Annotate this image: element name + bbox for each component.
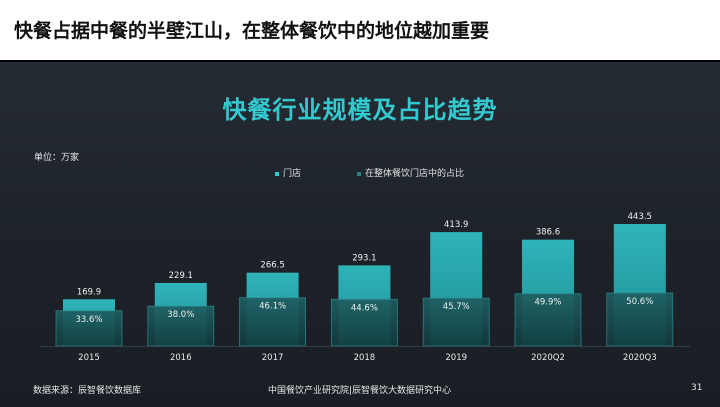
share-bar-2015 xyxy=(55,310,123,347)
legend-label-share: 在整体餐饮门店中的占比 xyxy=(365,169,465,179)
store-value-label-2020Q2: 386.6 xyxy=(536,228,560,238)
x-tick-label-2019: 2019 xyxy=(445,353,467,363)
store-value-label-2017: 266.5 xyxy=(260,261,284,271)
share-value-label-2018: 44.6% xyxy=(351,303,378,313)
legend-item-share: 在整体餐饮门店中的占比 xyxy=(357,166,464,179)
share-bar-2016 xyxy=(147,305,215,347)
store-value-label-2020Q3: 443.5 xyxy=(628,212,652,222)
legend-item-stores: 门店 xyxy=(275,166,301,179)
page-number: 31 xyxy=(691,383,703,393)
header-bar: 快餐占据中餐的半壁江山，在整体餐饮中的地位越加重要 xyxy=(0,0,720,62)
x-tick-label-2018: 2018 xyxy=(354,353,376,363)
store-value-label-2019: 413.9 xyxy=(444,220,468,230)
share-value-label-2019: 45.7% xyxy=(443,302,470,312)
data-source: 数据来源：辰智餐饮数据库 xyxy=(33,386,142,396)
x-tick-label-2016: 2016 xyxy=(170,353,192,363)
share-bar-2018 xyxy=(330,298,398,347)
legend-swatch-share xyxy=(357,171,361,176)
unit-label: 单位：万家 xyxy=(34,153,80,163)
store-value-label-2015: 169.9 xyxy=(77,287,101,297)
share-value-label-2015: 33.6% xyxy=(75,315,102,325)
share-value-label-2020Q3: 50.6% xyxy=(626,297,653,307)
share-bar-2020Q2 xyxy=(514,293,582,347)
x-tick-label-2020Q2: 2020Q2 xyxy=(531,353,565,363)
share-bar-2019 xyxy=(422,297,490,347)
share-bar-2017 xyxy=(239,297,307,347)
legend-label-stores: 门店 xyxy=(283,169,302,179)
chart-title: 快餐行业规模及占比趋势 xyxy=(222,96,498,124)
slide-background xyxy=(0,62,720,407)
x-tick-label-2015: 2015 xyxy=(78,353,100,363)
slide-title: 快餐占据中餐的半壁江山，在整体餐饮中的地位越加重要 xyxy=(14,20,490,42)
share-value-label-2016: 38.0% xyxy=(167,310,194,320)
share-bar-2020Q3 xyxy=(606,292,674,347)
x-tick-label-2017: 2017 xyxy=(262,353,284,363)
x-tick-label-2020Q3: 2020Q3 xyxy=(623,353,657,363)
footer-organization: 中国餐饮产业研究院|辰智餐饮大数据研究中心 xyxy=(268,386,452,396)
store-value-label-2016: 229.1 xyxy=(169,271,193,281)
legend-swatch-stores xyxy=(275,171,279,176)
share-value-label-2017: 46.1% xyxy=(259,302,286,312)
store-value-label-2018: 293.1 xyxy=(352,253,376,263)
share-value-label-2020Q2: 49.9% xyxy=(534,298,561,308)
